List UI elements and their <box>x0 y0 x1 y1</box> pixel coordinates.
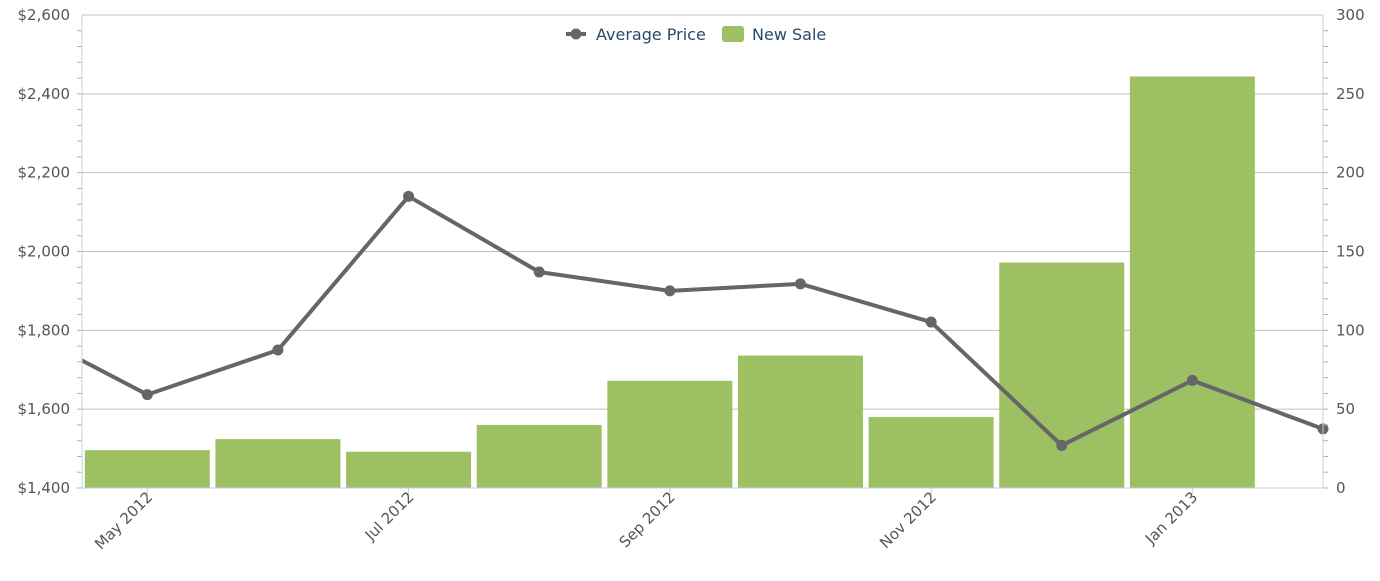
x-tick-label: Nov 2012 <box>876 488 940 552</box>
point-average-price <box>403 190 415 202</box>
legend-label-average-price: Average Price <box>596 25 706 44</box>
point-average-price <box>794 278 806 290</box>
bar-series-new-sale <box>84 76 1255 489</box>
bar-new-sale <box>84 450 210 488</box>
x-tick-label: Jan 2013 <box>1141 488 1201 548</box>
y-left-tick-label: $1,600 <box>18 400 71 418</box>
y-right-tick-label: 50 <box>1336 400 1355 418</box>
y-right-tick-label: 100 <box>1336 321 1365 339</box>
y-right-tick-label: 300 <box>1336 6 1365 24</box>
bar-new-sale <box>868 417 994 488</box>
y-left-tick-label: $1,800 <box>18 321 71 339</box>
grid-lines <box>82 14 1323 489</box>
bar-new-sale <box>346 451 472 488</box>
y-right-tick-label: 150 <box>1336 243 1365 261</box>
y-left-tick-label: $2,400 <box>18 85 71 103</box>
point-average-price <box>1186 374 1198 386</box>
legend-bar-symbol <box>722 26 744 42</box>
x-tick-label: Sep 2012 <box>616 488 679 551</box>
y-right-tick-label: 0 <box>1336 479 1346 497</box>
legend-point-symbol <box>570 28 582 40</box>
y-left-tick-label: $2,600 <box>18 6 71 24</box>
line-series-average-price <box>82 190 1329 451</box>
y-left-tick-label: $2,000 <box>18 243 71 261</box>
y-right-tick-label: 200 <box>1336 164 1365 182</box>
y-right-tick-label: 250 <box>1336 85 1365 103</box>
bar-new-sale <box>215 439 341 488</box>
bar-new-sale <box>999 262 1125 488</box>
y-left-tick-label: $1,400 <box>18 479 71 497</box>
point-average-price <box>272 344 284 356</box>
x-tick-label: May 2012 <box>91 488 156 553</box>
x-tick-label: Jul 2012 <box>361 488 418 545</box>
point-average-price <box>925 316 937 328</box>
bar-new-sale <box>1129 76 1255 489</box>
bar-new-sale <box>607 380 733 488</box>
legend: Average Price New Sale <box>566 25 826 44</box>
bar-new-sale <box>476 424 602 488</box>
point-average-price <box>533 266 545 278</box>
point-average-price <box>664 285 676 297</box>
point-average-price <box>1056 439 1068 451</box>
point-average-price <box>141 389 153 401</box>
bar-new-sale <box>737 355 863 488</box>
legend-label-new-sale: New Sale <box>752 25 826 44</box>
y-left-tick-label: $2,200 <box>18 164 71 182</box>
